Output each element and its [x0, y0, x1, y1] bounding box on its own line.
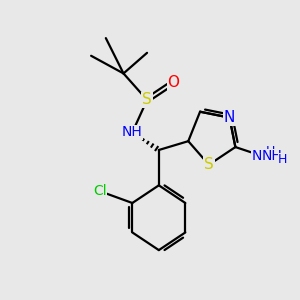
Text: O: O — [168, 75, 180, 90]
Text: H: H — [266, 145, 275, 158]
Text: S: S — [142, 92, 152, 107]
Text: NH: NH — [122, 125, 143, 139]
Text: Cl: Cl — [93, 184, 107, 198]
Text: NH: NH — [251, 149, 272, 163]
Text: NH: NH — [262, 149, 283, 163]
Text: N: N — [224, 110, 235, 125]
Text: S: S — [204, 157, 214, 172]
Text: H: H — [278, 153, 287, 166]
